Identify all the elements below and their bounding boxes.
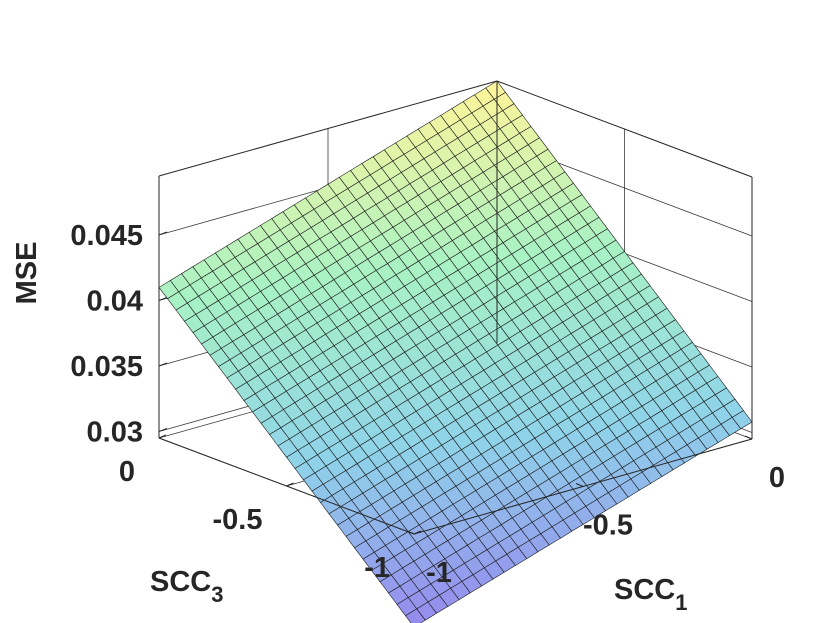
y-tick-mark: [286, 482, 294, 487]
x-tick-label: 0: [769, 462, 785, 494]
box-edge-top: [158, 80, 498, 177]
z-tick-label: 0.035: [70, 351, 143, 383]
z-tick-label: 0.04: [87, 285, 143, 317]
x-tick-label: -0.5: [583, 510, 633, 542]
z-tick-label: 0.045: [70, 220, 143, 252]
x-tick-mark: [406, 530, 415, 535]
z-tick-mark: [158, 231, 168, 236]
z-tick-mark: [158, 296, 168, 301]
box-edge-top: [496, 80, 753, 178]
y-tick-mark: [413, 530, 422, 535]
y-tick-label: -0.5: [213, 504, 263, 536]
surface-cell: [405, 608, 426, 623]
x-tick-mark: [575, 483, 584, 487]
tick-labels: -1 -0.5 0 -1 -0.5 0 0.03 0.035 0.04 0.045: [70, 220, 785, 589]
z-tick-mark: [158, 362, 168, 367]
y-axis-label-subscript: 3: [211, 582, 223, 607]
y-tick-label: -1: [364, 552, 390, 584]
x-tick-label: -1: [426, 557, 452, 589]
z-tick-mark: [158, 427, 168, 432]
surface: [158, 80, 753, 623]
x-axis-label-main: SCC: [614, 574, 675, 606]
axes-box: [158, 80, 753, 535]
x-axis-label-subscript: 1: [675, 590, 687, 615]
y-tick-label: 0: [119, 456, 135, 488]
z-axis-label: MSE: [11, 242, 43, 305]
z-tick-label: 0.03: [87, 416, 143, 448]
x-axis-label: SCC1: [614, 574, 687, 615]
y-axis-label: SCC3: [150, 566, 223, 607]
y-tick-mark: [158, 434, 167, 439]
x-tick-mark: [744, 435, 753, 440]
y-axis-label-main: SCC: [150, 566, 211, 598]
